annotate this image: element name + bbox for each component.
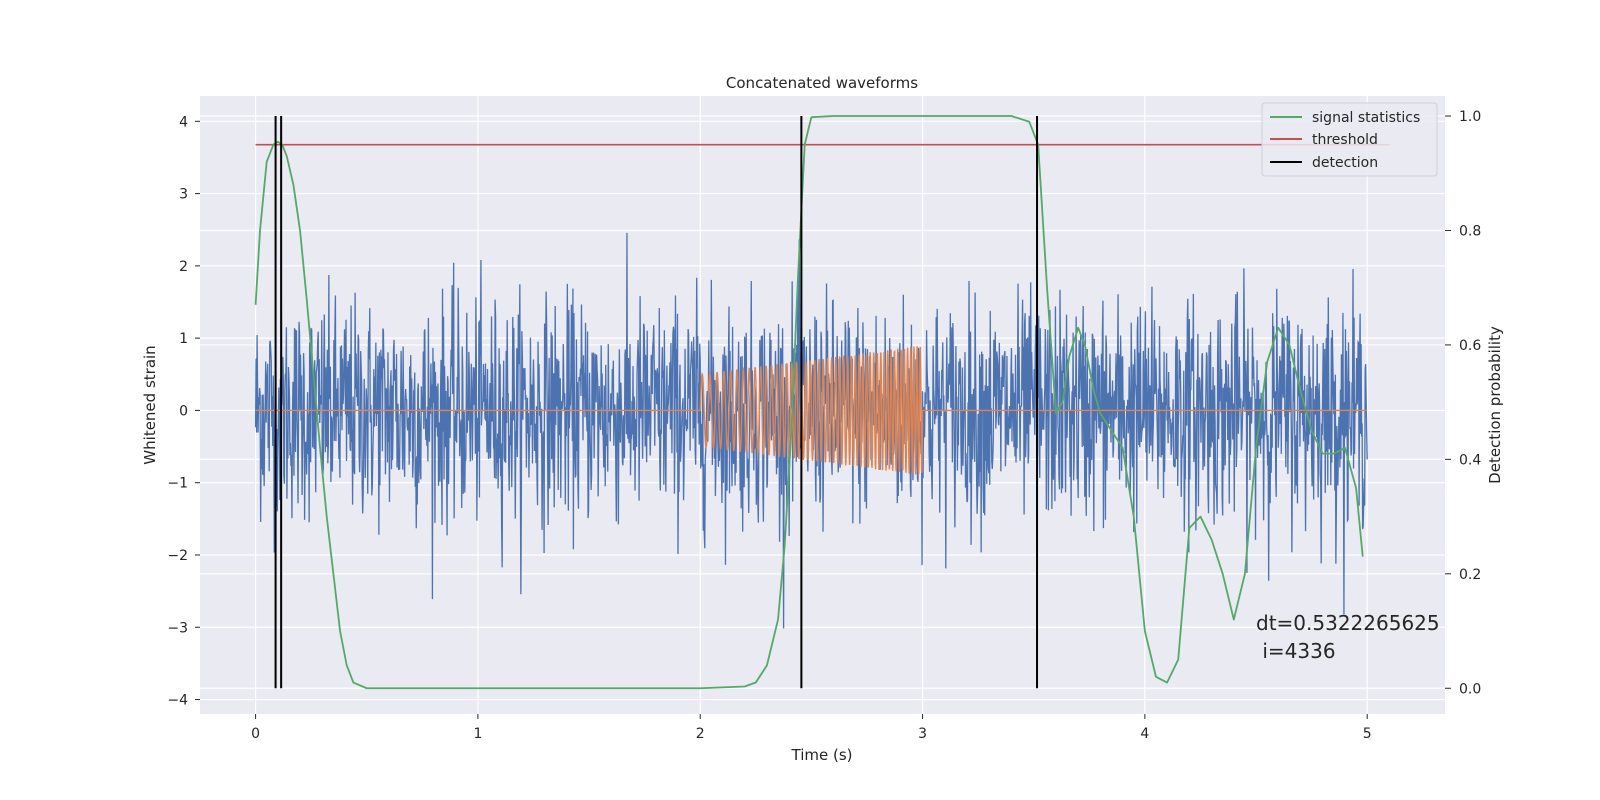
- y-tick-label: 0: [179, 403, 188, 419]
- legend: signal statistics threshold detection: [1261, 102, 1438, 177]
- x-tick-label: 0: [251, 726, 260, 742]
- x-tick-label: 1: [473, 726, 482, 742]
- y-axis-title: Whitened strain: [141, 345, 159, 464]
- y-ticks: −4 −3 −2 −1 0 1 2 3 4: [167, 114, 200, 709]
- plot-lines: [254, 115, 1390, 690]
- y2-tick-label: 0.8: [1459, 223, 1481, 239]
- x-tick-label: 5: [1363, 726, 1372, 742]
- x-tick-label: 4: [1140, 726, 1149, 742]
- y-tick-label: −3: [167, 620, 188, 636]
- y2-axis-title: Detection probability: [1486, 326, 1504, 484]
- y-tick-label: −1: [167, 476, 188, 492]
- y-tick-label: 1: [179, 331, 188, 347]
- legend-box: [1261, 102, 1438, 177]
- legend-label-signal: signal statistics: [1312, 110, 1420, 126]
- legend-label-threshold: threshold: [1312, 132, 1378, 148]
- x-ticks: 0 1 2 3 4 5: [251, 714, 1372, 742]
- annotation-dt: dt=0.5322265625: [1256, 611, 1440, 635]
- y-tick-label: −2: [167, 548, 188, 564]
- y2-tick-label: 0.0: [1459, 681, 1481, 697]
- y-tick-label: 2: [179, 259, 188, 275]
- chart-title: Concatenated waveforms: [726, 74, 918, 92]
- y-tick-label: −4: [167, 693, 188, 709]
- x-axis-title: Time (s): [791, 746, 853, 764]
- y2-tick-label: 1.0: [1459, 109, 1481, 125]
- y2-ticks: 0.0 0.2 0.4 0.6 0.8 1.0: [1445, 109, 1481, 697]
- y-tick-label: 4: [179, 114, 188, 130]
- y2-tick-label: 0.4: [1459, 452, 1481, 468]
- y2-tick-label: 0.2: [1459, 567, 1481, 583]
- y2-tick-label: 0.6: [1459, 338, 1481, 354]
- signal-statistics-line: [254, 115, 1364, 690]
- x-tick-label: 2: [696, 726, 705, 742]
- x-tick-label: 3: [918, 726, 927, 742]
- injection-series-line: [255, 346, 1368, 475]
- annotation-index: i=4336: [1256, 639, 1336, 663]
- y-tick-label: 3: [179, 187, 188, 203]
- legend-label-detection: detection: [1312, 155, 1378, 171]
